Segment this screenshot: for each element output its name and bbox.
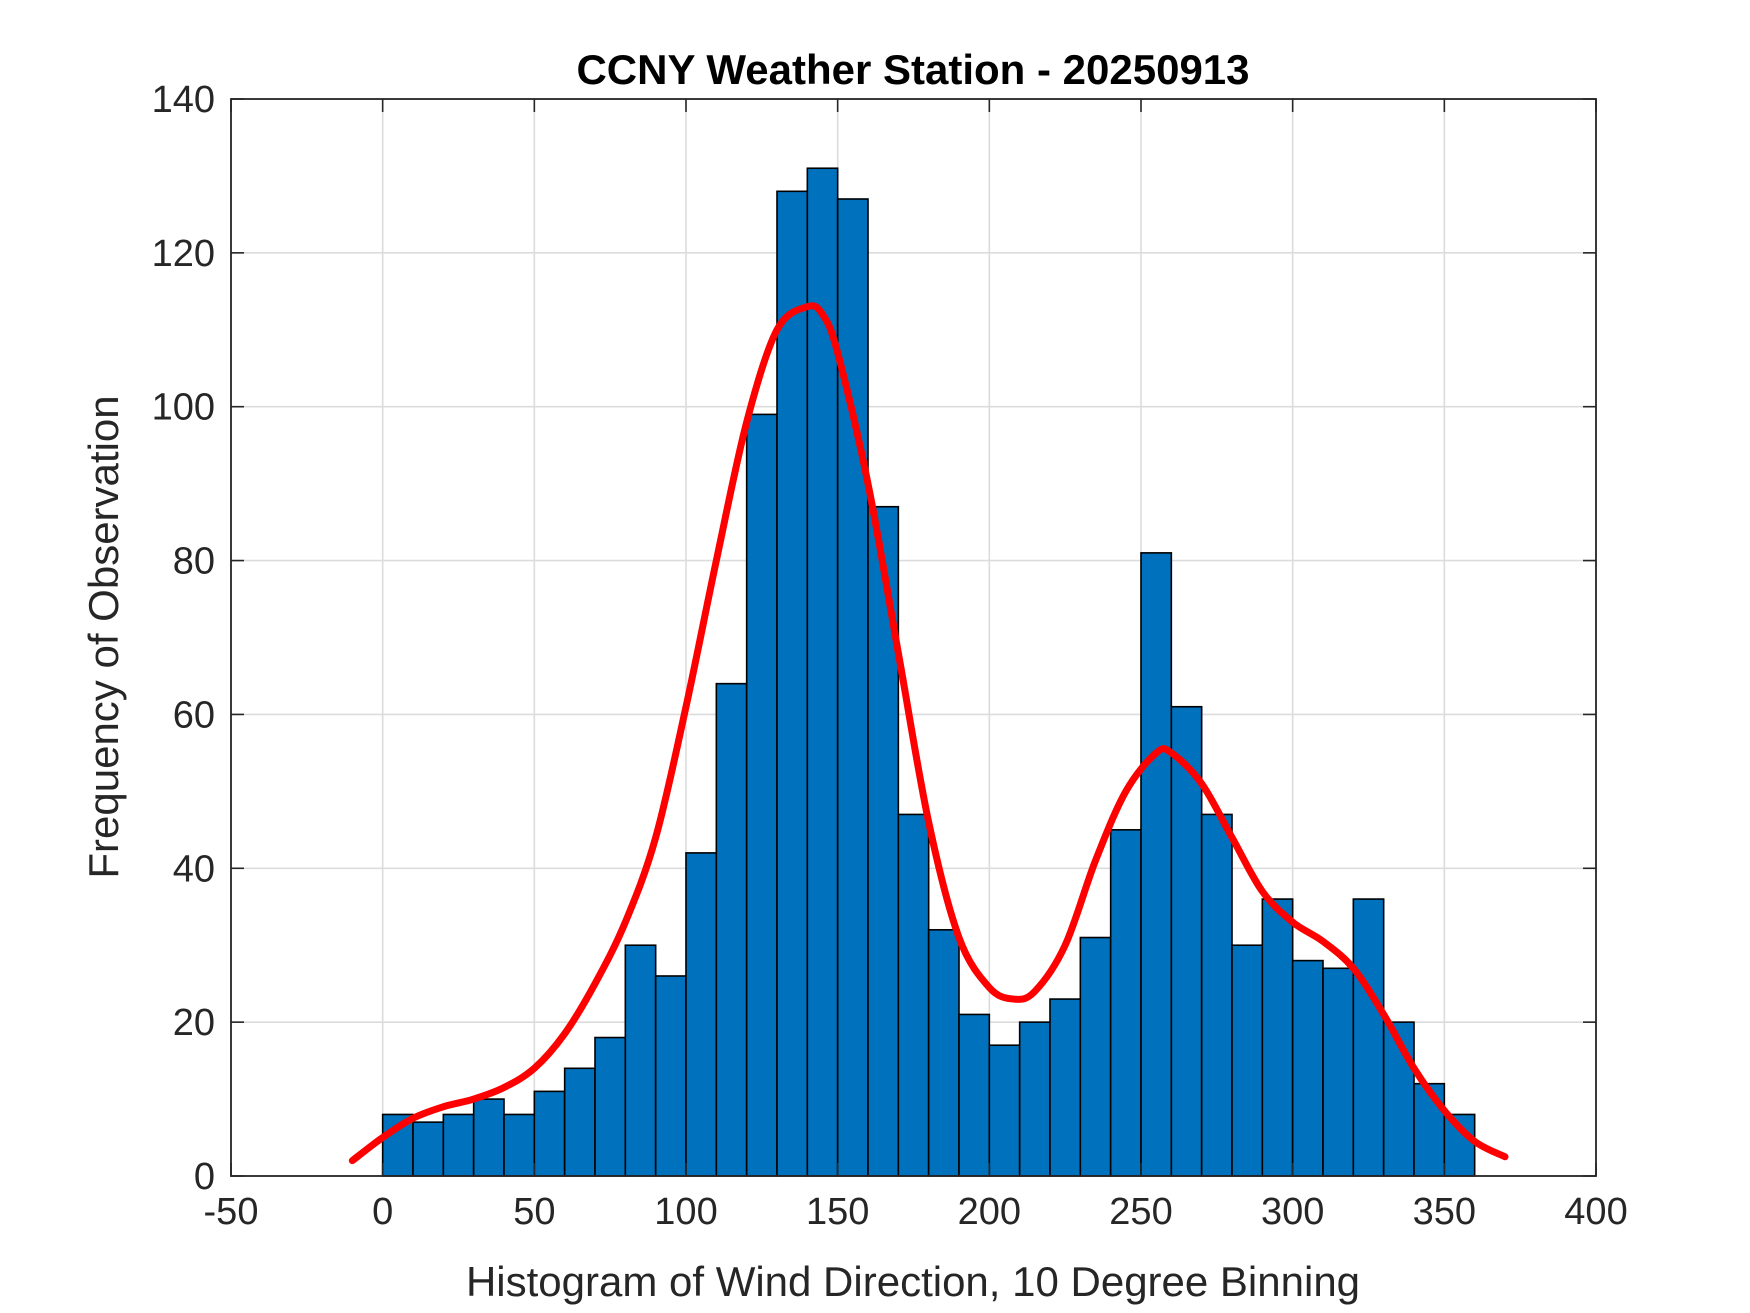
histogram-bar: [412, 1121, 445, 1177]
tick-marks: [230, 98, 1597, 1177]
x-tick-label: 50: [513, 1191, 555, 1233]
x-tick-label: 150: [806, 1191, 869, 1233]
y-tick-label: 120: [152, 233, 215, 275]
histogram-bar: [1231, 944, 1264, 1177]
histogram-bar: [1200, 813, 1233, 1177]
x-axis-label: Histogram of Wind Direction, 10 Degree B…: [466, 1258, 1360, 1305]
x-tick-label: 250: [1109, 1191, 1172, 1233]
density-fit-line: [348, 302, 1509, 1165]
y-tick-label: 40: [173, 848, 215, 890]
histogram-bar: [503, 1113, 536, 1177]
axes-box: [230, 98, 1597, 1177]
x-tick-label: -50: [204, 1191, 259, 1233]
y-tick-label: 140: [152, 79, 215, 121]
x-tick-label: 100: [654, 1191, 717, 1233]
histogram-bar: [1322, 967, 1355, 1177]
x-tick-label: 0: [372, 1191, 393, 1233]
histogram-bar: [442, 1113, 475, 1177]
histogram-bar: [1352, 898, 1385, 1177]
histogram-bar: [1109, 829, 1142, 1177]
histogram-bar: [958, 1013, 991, 1177]
histogram-bar: [1413, 1082, 1446, 1177]
y-tick-label: 60: [173, 694, 215, 736]
y-tick-label: 80: [173, 541, 215, 583]
x-tick-label: 300: [1261, 1191, 1324, 1233]
histogram-bar: [594, 1036, 627, 1177]
histogram-bar: [1079, 936, 1112, 1177]
histogram-bar: [1140, 552, 1173, 1177]
y-axis-label: Frequency of Observation: [80, 395, 127, 878]
histogram-bar: [654, 975, 687, 1177]
histogram-bar: [1018, 1021, 1051, 1177]
histogram-bar: [836, 198, 869, 1177]
histogram-bar: [715, 682, 748, 1177]
histogram-bars: [381, 167, 1476, 1177]
chart-title: CCNY Weather Station - 20250913: [576, 46, 1249, 93]
histogram-bar: [897, 813, 930, 1177]
x-tick-label: 200: [958, 1191, 1021, 1233]
y-tick-labels: 0 20 40 60 80 100 120 140: [152, 79, 215, 1198]
histogram-bar: [776, 190, 809, 1177]
histogram-bar: [472, 1098, 505, 1177]
y-tick-label: 0: [194, 1156, 215, 1198]
histogram-bar: [745, 413, 778, 1177]
histogram-bar: [685, 852, 718, 1177]
histogram-bar: [1291, 959, 1324, 1177]
histogram-bar: [988, 1044, 1021, 1177]
x-tick-label: 350: [1413, 1191, 1476, 1233]
histogram-bar: [1049, 998, 1082, 1177]
histogram-bar: [533, 1090, 566, 1177]
x-tick-labels: -50 0 50 100 150 200 250 300 350 400: [204, 1191, 1628, 1233]
histogram-bar: [1261, 898, 1294, 1177]
histogram-bar: [927, 929, 960, 1177]
x-tick-label: 400: [1564, 1191, 1627, 1233]
y-tick-label: 100: [152, 387, 215, 429]
y-tick-label: 20: [173, 1002, 215, 1044]
histogram-bar: [624, 944, 657, 1177]
fit-line-group: [348, 302, 1509, 1165]
histogram-bar: [563, 1067, 596, 1177]
